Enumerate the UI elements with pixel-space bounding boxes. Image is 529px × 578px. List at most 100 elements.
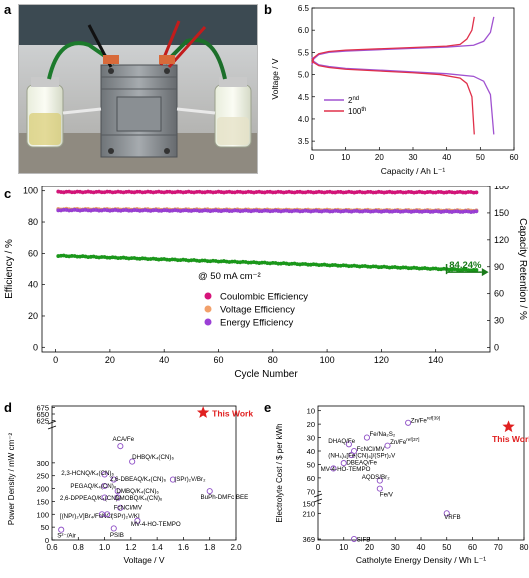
data-point-label: DMBQ/K₄(CN)₆ bbox=[116, 488, 159, 495]
y-tick-label: 50 bbox=[307, 460, 315, 469]
y2-tick-label: 0 bbox=[494, 343, 499, 353]
legend-label: 100th bbox=[348, 107, 366, 116]
y-tick-label: 70 bbox=[307, 487, 315, 496]
data-point-label: S²⁻/Air bbox=[57, 532, 76, 539]
x-tick-label: 40 bbox=[417, 543, 426, 552]
data-point-label: PEGAQ/K₄(CN)₆ bbox=[70, 483, 116, 490]
data-point-label: PSIB bbox=[110, 532, 124, 539]
curve-2nd-discharge bbox=[311, 56, 495, 135]
y2-tick-label: 120 bbox=[494, 235, 509, 245]
cell-photo-drawing bbox=[19, 5, 257, 173]
x-tick-label: 70 bbox=[494, 543, 503, 552]
data-point-label: DBEAQ/Fe bbox=[346, 459, 377, 466]
y-tick-label: 5.5 bbox=[298, 48, 310, 57]
x-tick-label: 60 bbox=[510, 153, 519, 162]
y-tick-label: 150 bbox=[36, 497, 49, 506]
data-point-label: MV-4-HO-TEMPO bbox=[321, 466, 371, 473]
x-tick-label: 10 bbox=[339, 543, 348, 552]
data-point-label: VRFB bbox=[444, 514, 461, 521]
x-tick-label: 30 bbox=[391, 543, 400, 552]
data-point-label: FcNCl/MV bbox=[357, 446, 386, 453]
data-point bbox=[474, 209, 479, 214]
x-tick-label: 1.0 bbox=[99, 543, 111, 552]
data-point bbox=[206, 488, 213, 495]
y-tick-label: 40 bbox=[307, 447, 315, 456]
x-tick-label: 80 bbox=[520, 543, 529, 552]
data-point bbox=[376, 485, 383, 492]
data-point bbox=[351, 535, 358, 543]
data-point-label: MV-4-HO-TEMPO bbox=[131, 521, 181, 528]
data-point bbox=[348, 451, 355, 459]
highlight-label: This Work bbox=[492, 434, 529, 444]
y-tick-label: 210 bbox=[302, 509, 315, 518]
y-axis-label: Power Density / mW cm⁻² bbox=[7, 433, 16, 526]
axis-break-mark bbox=[313, 493, 323, 498]
y-tick-label: 4.5 bbox=[298, 93, 310, 102]
data-point-label: AQDS/Br₂ bbox=[362, 474, 390, 481]
data-point-label: (NH₄)₄[Fe(CN)₆]/(SPr)₂V bbox=[328, 453, 396, 460]
data-point bbox=[101, 482, 108, 490]
x-tick-label: 2.0 bbox=[230, 543, 242, 552]
y2-tick-label: 180 bbox=[494, 186, 509, 191]
x-tick-label: 50 bbox=[442, 543, 451, 552]
data-point-label: Fe/V bbox=[380, 492, 394, 499]
y-tick-label: 60 bbox=[28, 248, 38, 258]
curve-100th-charge bbox=[311, 16, 475, 64]
y-axis-label: Efficiency / % bbox=[4, 239, 15, 299]
y-tick-label: 4.0 bbox=[298, 115, 310, 124]
y-tick-label: 675 bbox=[36, 403, 49, 412]
x-axis-label: Capacity / Ah L⁻¹ bbox=[381, 166, 446, 176]
x-tick-label: 50 bbox=[476, 153, 485, 162]
x-tick-label: 0.8 bbox=[73, 543, 85, 552]
y-tick-label: 650 bbox=[36, 410, 49, 419]
y2-tick-label: 150 bbox=[494, 208, 509, 218]
y2-axis-label: Capacity Retention / % bbox=[517, 218, 528, 320]
data-point-label: 2,3-HCNQ/K₄(CN)₆ bbox=[61, 470, 114, 477]
y-tick-label: 0 bbox=[33, 342, 38, 352]
highlight-star bbox=[502, 420, 515, 433]
y-tick-label: 100 bbox=[23, 186, 38, 196]
retention-arrowhead bbox=[481, 268, 489, 277]
chart-c-efficiency-cycles: 0 20 40 60 80 100 120 140 0 20 40 60 80 100 0 30 60 90 120… bbox=[4, 186, 528, 380]
data-point bbox=[345, 441, 352, 448]
legend-marker bbox=[204, 292, 212, 300]
x-tick-label: 60 bbox=[213, 355, 223, 365]
y-tick-label: 200 bbox=[36, 485, 49, 494]
data-point bbox=[110, 476, 117, 483]
panel-label-e: e bbox=[264, 400, 271, 415]
y-tick-label: 20 bbox=[307, 420, 315, 429]
cell-photo bbox=[18, 4, 258, 174]
x-tick-label: 1.2 bbox=[125, 543, 137, 552]
data-point bbox=[104, 511, 111, 518]
legend-label: Voltage Efficiency bbox=[220, 305, 295, 316]
data-point bbox=[117, 504, 124, 511]
chart-b-voltage-capacity: 0 10 20 30 40 50 60 3.5 4.0 4.5 5.0 5.5 6.0 6.5 Capaci… bbox=[270, 4, 519, 176]
annotation-retention: 84.24% bbox=[449, 260, 482, 271]
x-tick-label: 0 bbox=[53, 355, 58, 365]
data-point bbox=[405, 419, 412, 426]
data-point-label: ACA/Fe bbox=[112, 436, 134, 443]
data-point bbox=[474, 190, 479, 195]
x-tick-label: 30 bbox=[409, 153, 418, 162]
highlight-label: This Work bbox=[212, 409, 253, 419]
data-point bbox=[114, 488, 121, 495]
data-point-label: 2,6-DBEAQ/K₄(CN)₆ bbox=[110, 476, 167, 483]
y-tick-label: 150 bbox=[302, 500, 315, 509]
x-tick-label: 40 bbox=[442, 153, 451, 162]
panel-label-a: a bbox=[4, 2, 12, 17]
plot-frame bbox=[317, 405, 525, 541]
legend-label: 2nd bbox=[348, 96, 359, 105]
data-point bbox=[443, 510, 450, 517]
x-tick-label: 140 bbox=[428, 355, 443, 365]
y-axis-label: Electrolyte Cost / $ per kWh bbox=[275, 423, 284, 522]
y-tick-label: 100 bbox=[36, 510, 49, 519]
data-point bbox=[363, 434, 370, 441]
data-point bbox=[110, 525, 117, 532]
x-tick-label: 120 bbox=[374, 355, 389, 365]
y-tick-label: 30 bbox=[307, 434, 315, 443]
y-tick-label: 6.5 bbox=[298, 4, 310, 13]
series-energy-efficiency bbox=[56, 207, 479, 215]
x-tick-label: 0 bbox=[310, 153, 315, 162]
panel-label-d: d bbox=[4, 400, 12, 415]
